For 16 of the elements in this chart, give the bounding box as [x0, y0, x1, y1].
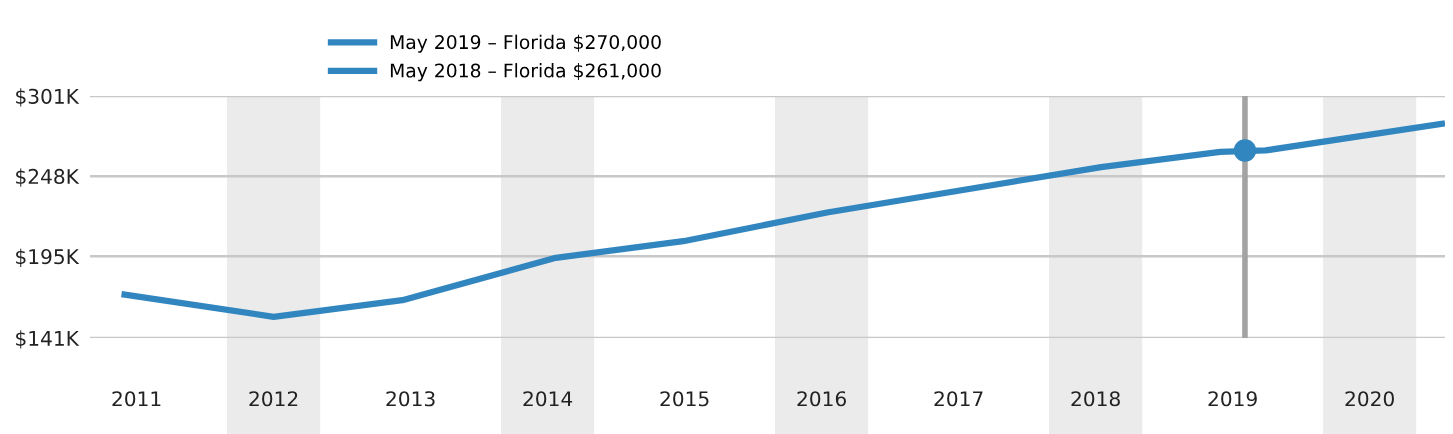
x-tick-label: 2012 — [249, 391, 298, 407]
text: May 2018 – Florida $261,000 — [390, 63, 661, 82]
x-tick-label: 2016 — [797, 391, 846, 407]
x-tick-label: 2018 — [1071, 391, 1120, 407]
y-tick-label: $301K — [16, 88, 80, 107]
x-tick-label: 2014 — [523, 391, 573, 407]
x-tick-label: 2017 — [934, 391, 983, 407]
x-tick-label: 2013 — [386, 391, 435, 407]
x-tick-label: 2019 — [1208, 391, 1257, 407]
y-tick-label: $141K — [16, 330, 80, 349]
x-tick-label: 2020 — [1345, 391, 1394, 407]
y-tick-label: $195K — [16, 248, 80, 267]
x-tick-label: 2011 — [112, 391, 161, 407]
y-tick-label: $248K — [16, 168, 80, 187]
x-tick-label: 2015 — [660, 391, 709, 407]
legend-label: May 2019 – Florida $270,000 — [390, 34, 661, 53]
